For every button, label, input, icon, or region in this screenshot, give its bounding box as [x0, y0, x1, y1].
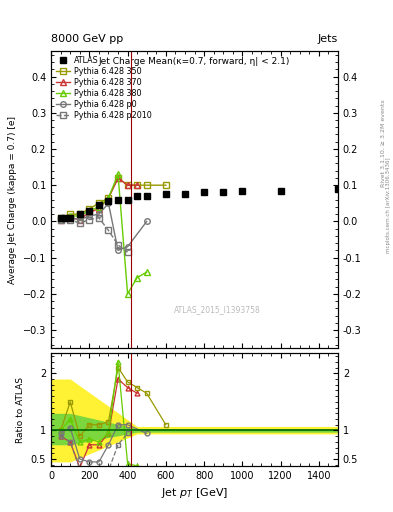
Pythia 6.428 380	[125, 291, 130, 297]
Pythia 6.428 350	[125, 182, 130, 188]
ATLAS	[58, 215, 63, 221]
Pythia 6.428 350	[87, 206, 92, 212]
Pythia 6.428 p0	[125, 244, 130, 250]
ATLAS	[87, 207, 92, 214]
Pythia 6.428 380	[68, 213, 73, 219]
Pythia 6.428 380	[116, 171, 120, 177]
Line: Pythia 6.428 350: Pythia 6.428 350	[58, 175, 169, 221]
Pythia 6.428 350	[77, 211, 82, 217]
Pythia 6.428 380	[97, 204, 101, 210]
ATLAS	[336, 186, 340, 192]
Pythia 6.428 380	[77, 213, 82, 219]
Pythia 6.428 370	[125, 182, 130, 188]
Pythia 6.428 350	[163, 182, 168, 188]
Text: Rivet 3.1.10, ≥ 3.2M events: Rivet 3.1.10, ≥ 3.2M events	[381, 99, 386, 187]
Pythia 6.428 p0	[106, 200, 111, 206]
ATLAS	[116, 197, 120, 203]
Pythia 6.428 370	[97, 206, 101, 212]
Text: Jet Charge Mean(κ=0.7, forward, η| < 2.1): Jet Charge Mean(κ=0.7, forward, η| < 2.1…	[99, 57, 290, 66]
Pythia 6.428 380	[135, 274, 140, 281]
ATLAS	[68, 215, 73, 221]
Pythia 6.428 350	[58, 215, 63, 221]
ATLAS	[183, 191, 187, 197]
Pythia 6.428 350	[135, 182, 140, 188]
Pythia 6.428 p0	[77, 217, 82, 223]
Y-axis label: Ratio to ATLAS: Ratio to ATLAS	[16, 377, 25, 442]
Line: Pythia 6.428 p2010: Pythia 6.428 p2010	[58, 215, 130, 255]
ATLAS	[278, 187, 283, 194]
Pythia 6.428 370	[135, 182, 140, 188]
Pythia 6.428 350	[68, 211, 73, 217]
Pythia 6.428 350	[97, 200, 101, 206]
Legend: ATLAS, Pythia 6.428 350, Pythia 6.428 370, Pythia 6.428 380, Pythia 6.428 p0, Py: ATLAS, Pythia 6.428 350, Pythia 6.428 37…	[53, 54, 154, 122]
ATLAS	[77, 211, 82, 217]
Pythia 6.428 p0	[87, 213, 92, 219]
ATLAS	[97, 202, 101, 208]
Pythia 6.428 370	[58, 217, 63, 223]
ATLAS	[125, 197, 130, 203]
Pythia 6.428 p2010	[116, 242, 120, 248]
ATLAS	[106, 199, 111, 205]
Pythia 6.428 380	[144, 269, 149, 275]
Pythia 6.428 p2010	[58, 217, 63, 223]
ATLAS	[135, 193, 140, 199]
ATLAS	[144, 193, 149, 199]
Pythia 6.428 p2010	[77, 220, 82, 226]
Pythia 6.428 370	[68, 215, 73, 221]
Pythia 6.428 370	[87, 209, 92, 216]
Pythia 6.428 p2010	[68, 217, 73, 223]
Pythia 6.428 p0	[97, 211, 101, 217]
Pythia 6.428 p0	[116, 247, 120, 253]
Pythia 6.428 p0	[58, 217, 63, 223]
Pythia 6.428 380	[87, 207, 92, 214]
X-axis label: Jet $\mathit{p}_T$ [GeV]: Jet $\mathit{p}_T$ [GeV]	[161, 486, 228, 500]
Pythia 6.428 350	[144, 182, 149, 188]
Pythia 6.428 370	[77, 217, 82, 223]
Pythia 6.428 p2010	[87, 217, 92, 223]
ATLAS	[240, 187, 245, 194]
Pythia 6.428 p0	[144, 218, 149, 224]
Text: ATLAS_2015_I1393758: ATLAS_2015_I1393758	[174, 305, 261, 314]
ATLAS	[63, 215, 68, 221]
Line: Pythia 6.428 380: Pythia 6.428 380	[58, 172, 149, 296]
Pythia 6.428 p2010	[97, 215, 101, 221]
Line: Pythia 6.428 370: Pythia 6.428 370	[58, 175, 140, 222]
Pythia 6.428 p0	[68, 215, 73, 221]
Pythia 6.428 p2010	[106, 227, 111, 233]
Pythia 6.428 350	[106, 195, 111, 201]
Text: 8000 GeV pp: 8000 GeV pp	[51, 34, 123, 44]
Line: Pythia 6.428 p0: Pythia 6.428 p0	[58, 201, 149, 253]
Line: ATLAS: ATLAS	[58, 186, 341, 221]
Pythia 6.428 380	[58, 215, 63, 221]
Pythia 6.428 p2010	[125, 249, 130, 255]
Text: mcplots.cern.ch [arXiv:1306.3436]: mcplots.cern.ch [arXiv:1306.3436]	[386, 157, 391, 252]
Pythia 6.428 370	[106, 195, 111, 201]
Pythia 6.428 370	[116, 175, 120, 181]
Text: Jets: Jets	[318, 34, 338, 44]
ATLAS	[163, 191, 168, 197]
ATLAS	[202, 189, 206, 196]
Y-axis label: Average Jet Charge (kappa = 0.7) [e]: Average Jet Charge (kappa = 0.7) [e]	[8, 116, 17, 284]
Pythia 6.428 380	[106, 195, 111, 201]
Pythia 6.428 350	[116, 175, 120, 181]
ATLAS	[221, 189, 226, 196]
